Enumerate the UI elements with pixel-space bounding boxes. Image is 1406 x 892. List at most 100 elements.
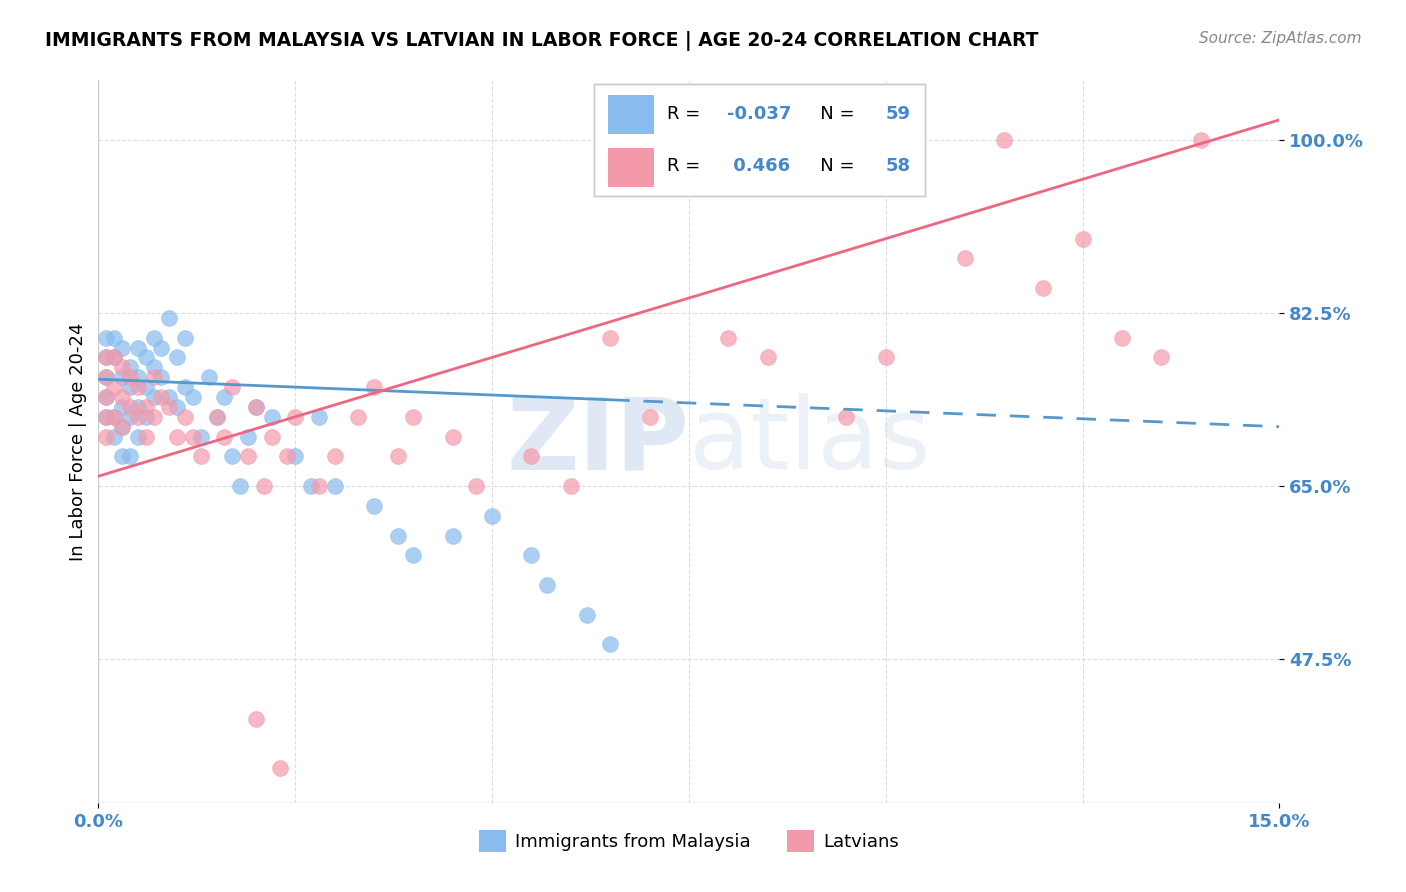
Point (214, 390, 236, 404)
Point (135, 400, 157, 414)
Point (1150, 351, 1173, 365)
Point (245, 400, 267, 414)
Point (142, 330, 165, 344)
Point (118, 400, 141, 414)
Point (166, 351, 188, 365)
Point (174, 330, 197, 344)
Point (135, 429, 157, 443)
Point (118, 380, 141, 394)
Point (560, 479, 582, 493)
Point (103, 351, 125, 365)
Text: IMMIGRANTS FROM MALAYSIA VS LATVIAN IN LABOR FORCE | AGE 20-24 CORRELATION CHART: IMMIGRANTS FROM MALAYSIA VS LATVIAN IN L… (45, 31, 1039, 51)
Point (387, 528, 409, 542)
Point (157, 310, 180, 325)
Point (756, 351, 779, 365)
Point (96, 370, 118, 384)
Point (323, 479, 346, 493)
Point (953, 252, 976, 266)
Point (103, 429, 125, 443)
Point (96, 351, 118, 365)
Point (118, 450, 141, 464)
Point (127, 400, 149, 414)
Point (717, 330, 740, 344)
Point (127, 409, 149, 424)
Point (363, 499, 385, 513)
Point (221, 450, 243, 464)
Point (111, 390, 134, 404)
Point (142, 360, 165, 375)
Point (875, 351, 897, 365)
Point (127, 429, 149, 443)
Point (127, 341, 149, 355)
Point (520, 549, 543, 563)
Point (111, 450, 134, 464)
Point (299, 479, 322, 493)
Point (387, 450, 409, 464)
Point (236, 429, 259, 443)
Point (181, 429, 204, 443)
Point (150, 390, 173, 404)
Point (284, 409, 307, 424)
Point (245, 400, 267, 414)
Point (96, 390, 118, 404)
Point (236, 450, 259, 464)
Point (111, 419, 134, 434)
Point (118, 409, 141, 424)
Legend: Immigrants from Malaysia, Latvians: Immigrants from Malaysia, Latvians (472, 822, 905, 859)
Point (347, 409, 370, 424)
Point (260, 409, 283, 424)
Point (269, 761, 291, 775)
Point (1111, 330, 1133, 344)
Point (284, 450, 307, 464)
Point (599, 330, 621, 344)
Point (103, 330, 125, 344)
Point (96, 330, 118, 344)
Point (135, 380, 157, 394)
Point (465, 479, 488, 493)
Text: ZIP: ZIP (506, 393, 689, 490)
Point (197, 370, 219, 384)
Point (835, 409, 858, 424)
Point (150, 341, 173, 355)
Point (276, 450, 298, 464)
Point (96, 370, 118, 384)
Point (229, 479, 252, 493)
Point (103, 351, 125, 365)
Point (308, 409, 330, 424)
Point (127, 380, 149, 394)
Point (166, 429, 188, 443)
Point (441, 528, 464, 542)
Point (260, 429, 283, 443)
Point (96, 409, 118, 424)
Point (181, 390, 204, 404)
Point (221, 380, 243, 394)
Point (214, 429, 236, 443)
Point (205, 409, 228, 424)
Point (142, 370, 165, 384)
Point (96, 409, 118, 424)
Point (157, 400, 180, 414)
Point (111, 419, 134, 434)
Y-axis label: In Labor Force | Age 20-24: In Labor Force | Age 20-24 (69, 322, 87, 561)
Point (118, 360, 141, 375)
Point (118, 370, 141, 384)
Point (575, 607, 598, 622)
Point (166, 400, 188, 414)
Point (638, 409, 661, 424)
Text: atlas: atlas (689, 393, 931, 490)
Point (135, 409, 157, 424)
Point (135, 351, 157, 365)
Point (103, 380, 125, 394)
Point (142, 409, 165, 424)
Point (190, 450, 212, 464)
Point (174, 409, 197, 424)
Point (402, 409, 425, 424)
Point (96, 390, 118, 404)
Text: Source: ZipAtlas.com: Source: ZipAtlas.com (1198, 31, 1361, 46)
Point (363, 380, 385, 394)
Point (323, 450, 346, 464)
Point (1032, 281, 1054, 295)
Point (253, 479, 276, 493)
Point (205, 409, 228, 424)
Point (1189, 133, 1212, 147)
